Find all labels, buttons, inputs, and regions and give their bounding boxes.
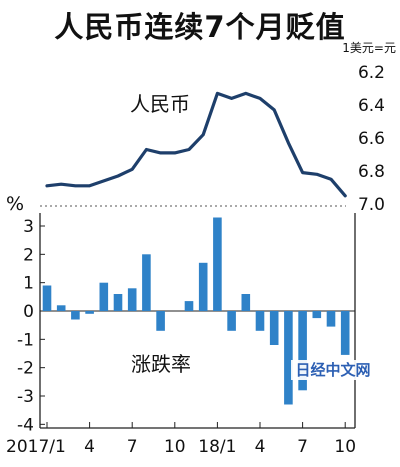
line-y-ticks: 6.2 6.4 6.6 6.8 7.0 xyxy=(358,63,385,215)
bar-x-tick-label: 10 xyxy=(164,437,186,457)
bar xyxy=(127,288,137,311)
bar-y-tick-label: -2 xyxy=(17,359,34,379)
bar-x-tick-label: 10 xyxy=(334,437,356,457)
bar xyxy=(71,311,80,320)
bar-y-tick-label: 3 xyxy=(23,217,34,237)
bar-x-tick-label: 7 xyxy=(297,437,308,457)
bar-y-tick-label: -1 xyxy=(17,330,34,350)
bar xyxy=(56,305,66,311)
bar-series-change-rate xyxy=(42,217,350,405)
bar xyxy=(142,254,151,311)
bar-y-tick-label: 0 xyxy=(23,302,34,322)
bar xyxy=(298,311,307,391)
bar xyxy=(85,311,94,314)
bar-x-ticks: 2017/1 4 7 10 18/1 4 7 10 xyxy=(6,422,356,457)
bar xyxy=(213,217,222,311)
bar-x-tick-label: 7 xyxy=(127,437,138,457)
line-y-tick-label: 6.8 xyxy=(358,162,385,182)
bar-y-tick-label: -4 xyxy=(17,415,34,435)
bar-y-tick-label: 1 xyxy=(23,274,34,294)
bar xyxy=(326,311,336,327)
line-unit-label: 1美元=元 xyxy=(342,41,396,55)
bar-y-tick-label: 2 xyxy=(23,245,34,265)
bar xyxy=(198,262,208,311)
bar xyxy=(241,294,251,311)
bar xyxy=(184,301,194,311)
line-y-tick-label: 6.4 xyxy=(358,96,385,116)
bar xyxy=(340,311,350,355)
bar-y-tick-label: -3 xyxy=(17,387,34,407)
bar-y-ticks: 3 2 1 0 -1 -2 -3 -4 xyxy=(17,217,45,435)
bar-series-label: 涨跌率 xyxy=(131,352,191,376)
line-y-tick-label: 7.0 xyxy=(358,195,385,215)
bar xyxy=(113,294,123,311)
bar xyxy=(227,311,236,331)
bar-x-tick-label: 4 xyxy=(84,437,95,457)
bar xyxy=(255,311,265,331)
watermark: 日经中文网 xyxy=(291,360,375,380)
bar xyxy=(284,311,293,405)
bar xyxy=(99,282,109,311)
bar-x-tick-label: 2017/1 xyxy=(6,437,66,457)
line-y-tick-label: 6.2 xyxy=(358,63,385,83)
bar xyxy=(42,285,52,311)
bar xyxy=(312,311,322,319)
line-y-tick-label: 6.6 xyxy=(358,129,385,149)
bar-unit-label: % xyxy=(6,193,24,215)
line-series-renminbi xyxy=(45,91,347,198)
bar-x-tick-label: 4 xyxy=(255,437,266,457)
bar-x-tick-label: 18/1 xyxy=(198,437,236,457)
bar xyxy=(156,311,165,331)
line-chart-panel: 6.2 6.4 6.6 6.8 7.0 人民币 1美元=元 xyxy=(40,41,396,215)
line-series-label: 人民币 xyxy=(130,92,190,116)
bar xyxy=(269,311,279,345)
chart-title: 人民币连续7个月贬值 xyxy=(54,10,346,44)
